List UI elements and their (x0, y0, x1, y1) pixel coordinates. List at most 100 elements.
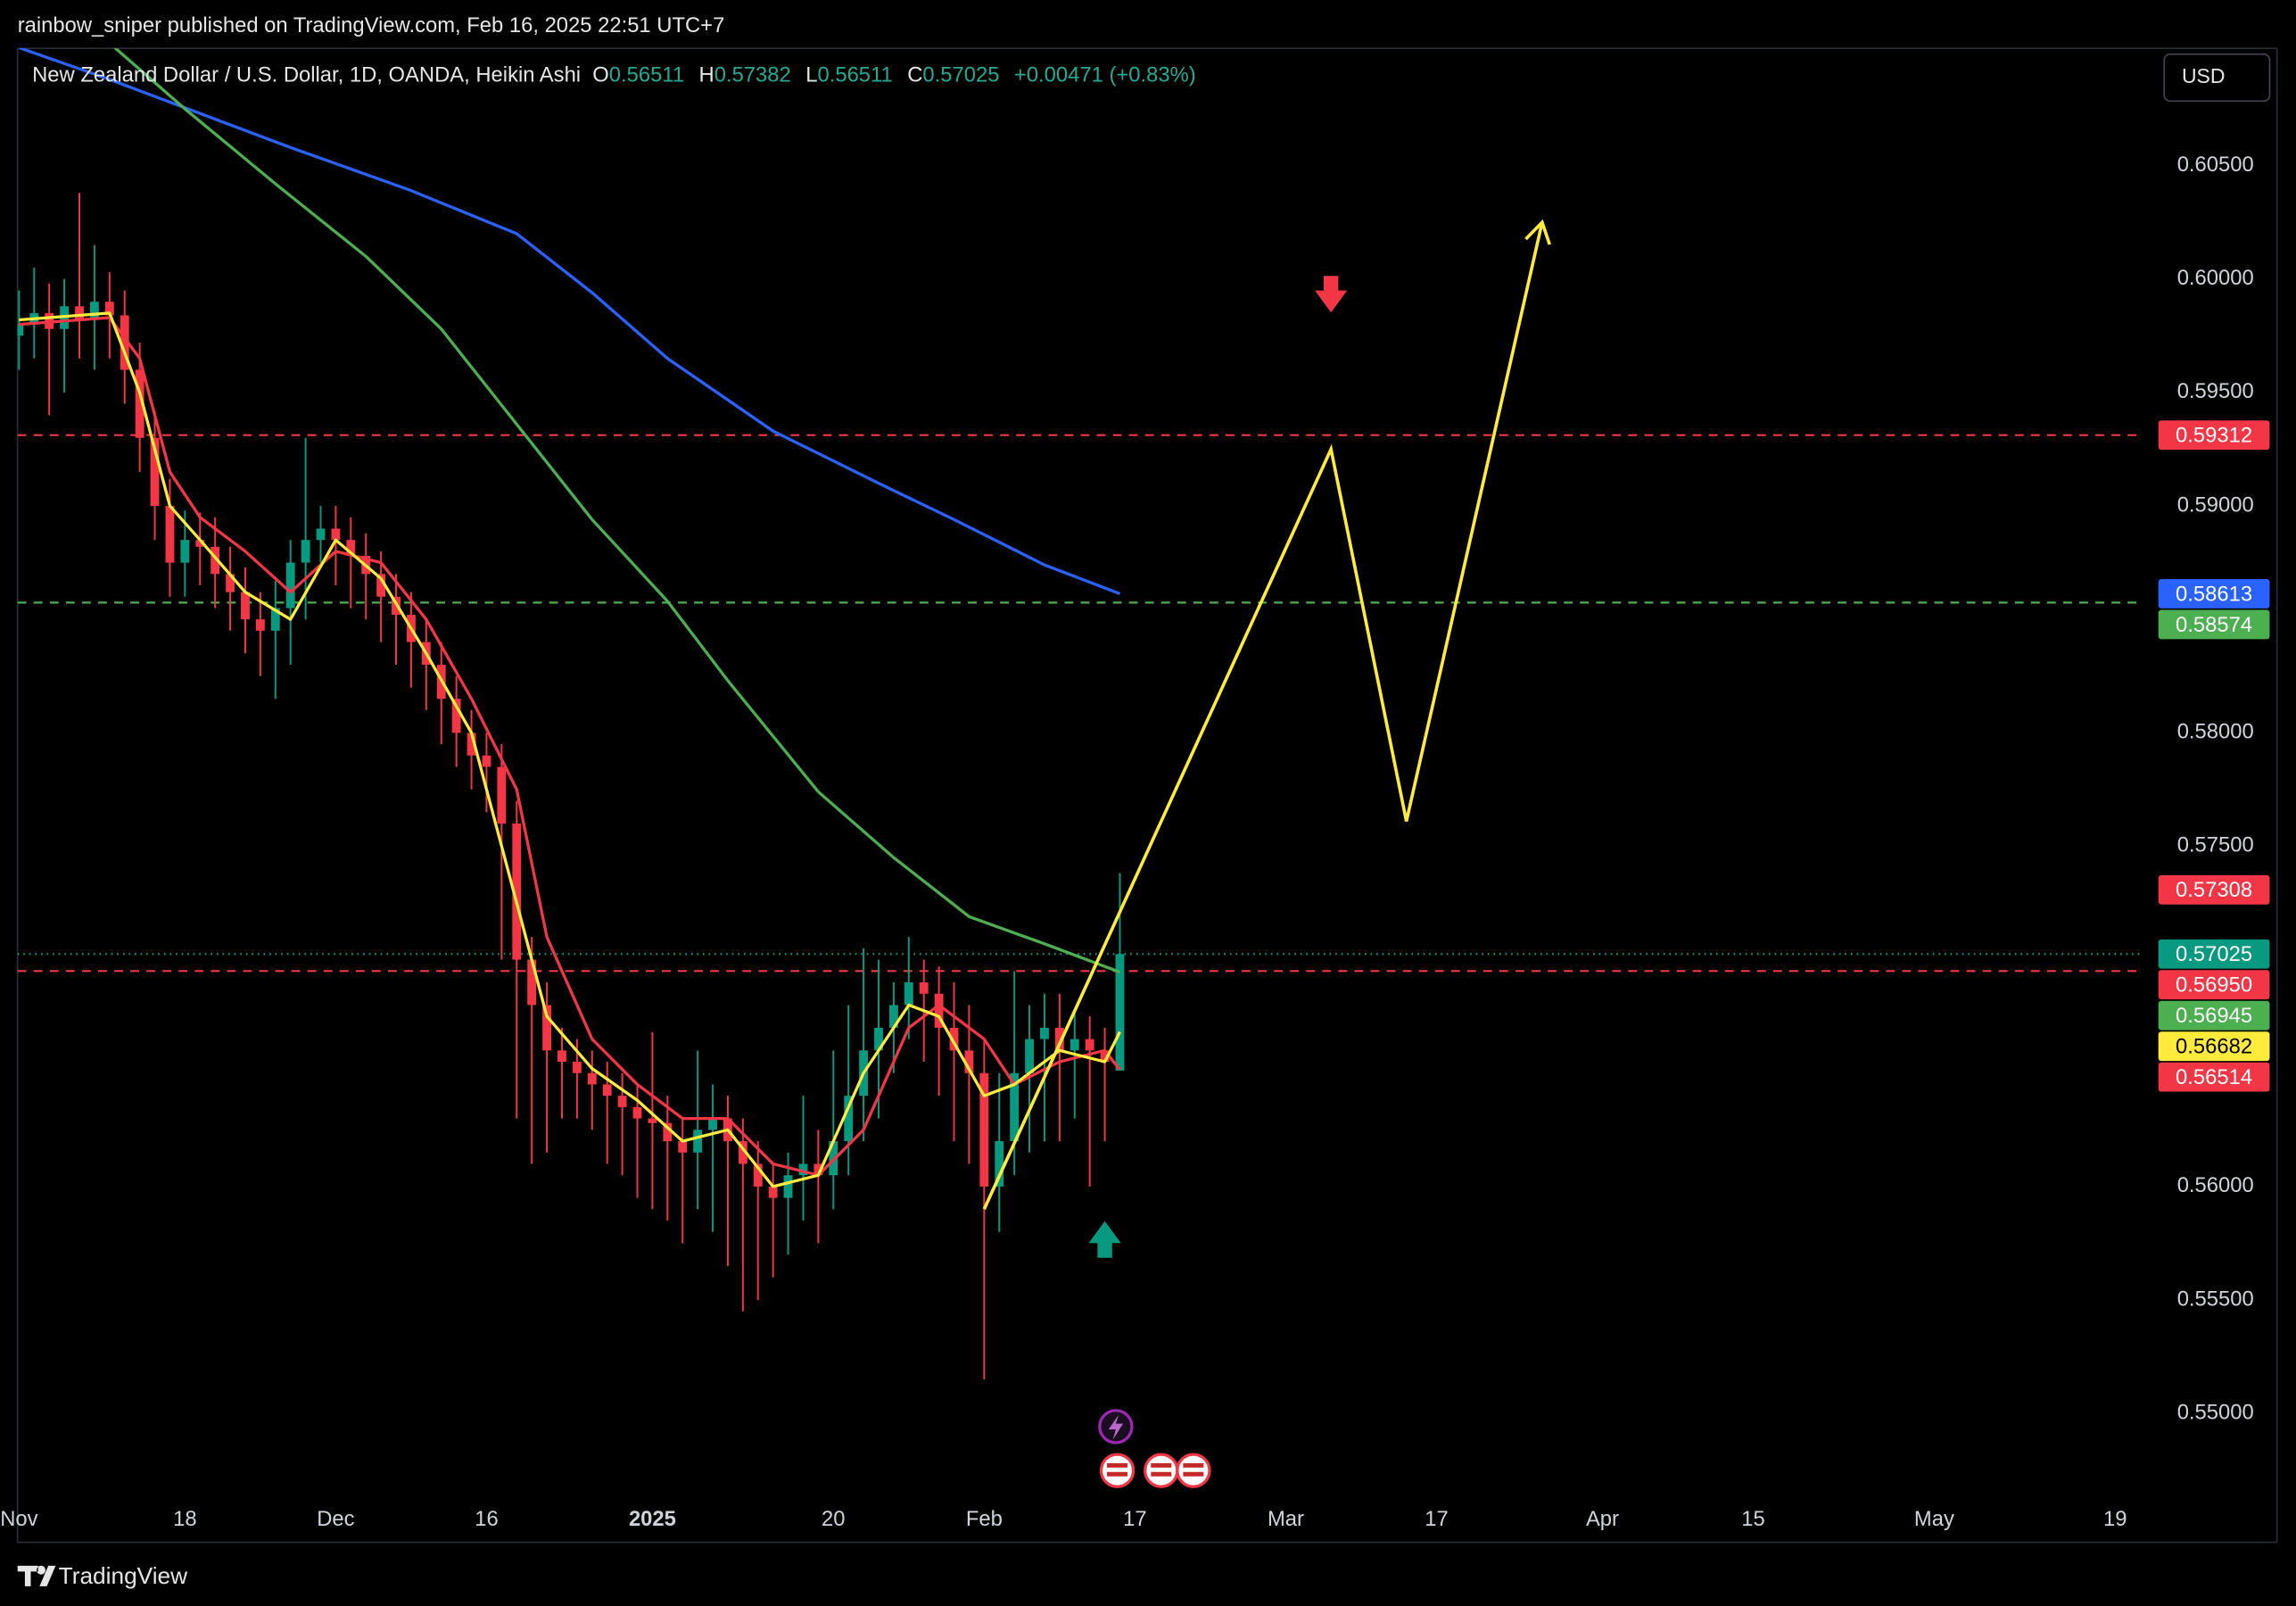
moving-average (19, 311, 1121, 1188)
candle-body (632, 1106, 642, 1119)
button-label[interactable]: USD (2182, 64, 2226, 87)
moving-average (19, 316, 1121, 1177)
candle-body (708, 1118, 717, 1130)
x-tick-label: Dec (317, 1507, 354, 1531)
x-tick-label: 15 (1741, 1507, 1764, 1531)
candle-body (753, 1163, 763, 1187)
candle-body (663, 1122, 673, 1142)
y-tick-label: 0.59500 (2177, 379, 2254, 403)
y-tick-label: 0.60500 (2177, 153, 2254, 177)
candle-body (768, 1186, 778, 1198)
lightning (1108, 1414, 1124, 1440)
candle-body (270, 608, 280, 631)
candle-body (497, 766, 507, 824)
price-label-box (2158, 1031, 2270, 1062)
ohlc-value: 0.57382 (714, 63, 791, 87)
projection-arrowhead (1524, 219, 1551, 245)
candle-body (693, 1130, 703, 1153)
candle-body (482, 755, 491, 767)
candle-body (226, 574, 235, 592)
candle-body (557, 1050, 566, 1063)
candle-body (1085, 1039, 1094, 1051)
symbol-legend: New Zealand Dollar / U.S. Dollar, 1D, OA… (32, 63, 1196, 87)
flag-icons[interactable] (1099, 1453, 1211, 1488)
x-tick-label: 17 (1425, 1507, 1448, 1531)
price-label: 0.59312 (2176, 424, 2252, 448)
candle-body (1070, 1039, 1079, 1051)
price-label: 0.58574 (2176, 613, 2252, 637)
x-tick-label: Apr (1586, 1507, 1619, 1531)
button-frame[interactable] (2163, 53, 2271, 103)
candle-body (301, 540, 310, 563)
price-label: 0.56514 (2176, 1065, 2252, 1089)
candle-body (346, 540, 356, 556)
candle-body (934, 993, 944, 1028)
candle-body (527, 959, 537, 1006)
ohlc-key: H (699, 63, 714, 87)
candle-body (135, 369, 145, 438)
candle-body (1025, 1039, 1034, 1073)
ohlc-value: 0.56511 (609, 63, 684, 87)
event-icon[interactable] (1099, 1453, 1136, 1488)
y-tick-label: 0.60000 (2177, 266, 2254, 290)
candle-body (75, 306, 84, 320)
candle-body (165, 506, 175, 563)
candle-body (798, 1163, 808, 1176)
moving-average (113, 48, 1121, 974)
currency-button[interactable]: USD (2163, 53, 2271, 103)
brand-name: TradingView (59, 1562, 188, 1589)
candle-body (995, 1141, 1004, 1187)
x-tick-label: 2025 (629, 1507, 676, 1531)
candle-body (814, 1163, 823, 1176)
events (1098, 1409, 1211, 1488)
candle-body (285, 562, 295, 608)
price-pane (17, 48, 2141, 1380)
candle-body (542, 1005, 552, 1051)
symbol: New Zealand Dollar / U.S. Dollar, 1D, OA… (32, 63, 581, 87)
candle-body (467, 733, 476, 756)
price-label: 0.57308 (2176, 878, 2252, 902)
price-label-box (2158, 970, 2270, 1000)
price-label: 0.57025 (2176, 942, 2252, 966)
event-icon[interactable] (1176, 1453, 1211, 1488)
y-tick-label: 0.57500 (2177, 833, 2254, 857)
candle-body (120, 315, 129, 370)
price-label: 0.58613 (2176, 582, 2252, 606)
price-label-box (2158, 874, 2270, 905)
candle-body (1100, 1050, 1110, 1063)
event-icon[interactable] (1144, 1453, 1179, 1488)
candle-body (738, 1141, 747, 1164)
candle-body (1010, 1072, 1020, 1142)
axes: 0.550000.555000.560000.565000.570000.575… (0, 153, 2270, 1531)
y-tick-label: 0.56000 (2177, 1173, 2254, 1197)
candle-body (1054, 1027, 1064, 1051)
x-tick-label: 19 (2103, 1507, 2127, 1531)
y-tick-label: 0.59000 (2177, 493, 2254, 517)
candle-body (316, 528, 326, 541)
candle-body (678, 1141, 688, 1153)
candle-body (979, 1072, 989, 1187)
flag-stripe (1107, 1471, 1128, 1477)
candle-body (617, 1096, 627, 1107)
flag-stripe (1151, 1462, 1172, 1468)
price-label-box (2158, 579, 2270, 608)
price-label-box (2158, 420, 2270, 451)
candle-body (602, 1084, 612, 1097)
x-tick-label: May (1914, 1507, 1954, 1531)
candle-body (587, 1072, 597, 1085)
ohlc-value: 0.57025 (922, 63, 999, 87)
logo (17, 1565, 56, 1586)
x-tick-label: 20 (822, 1507, 845, 1531)
candle-body (844, 1096, 854, 1142)
x-tick-label: Feb (966, 1507, 1003, 1531)
candle-body (195, 540, 205, 547)
flag-stripe (1183, 1471, 1204, 1477)
flag-stripe (1183, 1462, 1204, 1468)
candle-body (17, 324, 24, 336)
candle-body (451, 699, 461, 733)
candle-body (180, 540, 190, 563)
projection-path (982, 221, 1544, 1211)
candle-body (376, 574, 386, 597)
